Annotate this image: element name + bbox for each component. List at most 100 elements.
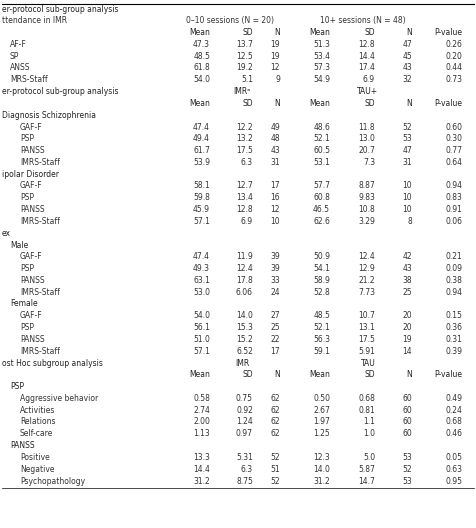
Text: N: N bbox=[274, 28, 280, 37]
Text: 0.73: 0.73 bbox=[445, 76, 462, 84]
Text: 0.94: 0.94 bbox=[445, 182, 462, 191]
Text: N: N bbox=[274, 370, 280, 379]
Text: Aggressive behavior: Aggressive behavior bbox=[20, 394, 98, 403]
Text: 0.91: 0.91 bbox=[445, 205, 462, 214]
Text: 0.31: 0.31 bbox=[445, 335, 462, 344]
Text: 60: 60 bbox=[402, 394, 412, 403]
Text: 48.5: 48.5 bbox=[313, 312, 330, 320]
Text: 25: 25 bbox=[402, 288, 412, 297]
Text: ost Hoc subgroup analysis: ost Hoc subgroup analysis bbox=[2, 359, 103, 367]
Text: N: N bbox=[406, 99, 412, 108]
Text: 6.9: 6.9 bbox=[363, 76, 375, 84]
Text: 31.2: 31.2 bbox=[193, 476, 210, 486]
Text: 8.87: 8.87 bbox=[358, 182, 375, 191]
Text: 43: 43 bbox=[270, 146, 280, 155]
Text: 45.9: 45.9 bbox=[193, 205, 210, 214]
Text: PANSS: PANSS bbox=[20, 276, 45, 285]
Text: PANSS: PANSS bbox=[20, 335, 45, 344]
Text: 62.6: 62.6 bbox=[313, 217, 330, 226]
Text: 49.4: 49.4 bbox=[193, 134, 210, 143]
Text: 10: 10 bbox=[402, 193, 412, 202]
Text: 25: 25 bbox=[270, 323, 280, 332]
Text: 0.92: 0.92 bbox=[236, 406, 253, 414]
Text: er-protocol sub-group analysis: er-protocol sub-group analysis bbox=[2, 87, 119, 96]
Text: 42: 42 bbox=[402, 252, 412, 261]
Text: 54.0: 54.0 bbox=[193, 76, 210, 84]
Text: 17.8: 17.8 bbox=[236, 276, 253, 285]
Text: 33: 33 bbox=[270, 276, 280, 285]
Text: 13.3: 13.3 bbox=[193, 453, 210, 462]
Text: 62: 62 bbox=[270, 429, 280, 438]
Text: 17.5: 17.5 bbox=[358, 335, 375, 344]
Text: 52: 52 bbox=[270, 476, 280, 486]
Text: GAF-F: GAF-F bbox=[20, 252, 43, 261]
Text: 60.5: 60.5 bbox=[313, 146, 330, 155]
Text: SD: SD bbox=[364, 28, 375, 37]
Text: 1.1: 1.1 bbox=[363, 418, 375, 427]
Text: 54.0: 54.0 bbox=[193, 312, 210, 320]
Text: 19.2: 19.2 bbox=[236, 63, 253, 72]
Text: 56.3: 56.3 bbox=[313, 335, 330, 344]
Text: 0.46: 0.46 bbox=[445, 429, 462, 438]
Text: 47.3: 47.3 bbox=[193, 40, 210, 49]
Text: 24: 24 bbox=[270, 288, 280, 297]
Text: TAU+: TAU+ bbox=[357, 87, 378, 96]
Text: 12.7: 12.7 bbox=[236, 182, 253, 191]
Text: 1.97: 1.97 bbox=[313, 418, 330, 427]
Text: 31: 31 bbox=[402, 158, 412, 167]
Text: P-value: P-value bbox=[434, 370, 462, 379]
Text: 0.05: 0.05 bbox=[445, 453, 462, 462]
Text: 8.75: 8.75 bbox=[236, 476, 253, 486]
Text: 12: 12 bbox=[270, 205, 280, 214]
Text: 14.0: 14.0 bbox=[236, 312, 253, 320]
Text: 5.1: 5.1 bbox=[241, 76, 253, 84]
Text: 6.52: 6.52 bbox=[236, 347, 253, 356]
Text: 19: 19 bbox=[270, 40, 280, 49]
Text: IMRS-Staff: IMRS-Staff bbox=[20, 158, 60, 167]
Text: 6.3: 6.3 bbox=[241, 158, 253, 167]
Text: 0.38: 0.38 bbox=[445, 276, 462, 285]
Text: 48: 48 bbox=[270, 134, 280, 143]
Text: 0.21: 0.21 bbox=[445, 252, 462, 261]
Text: 0.26: 0.26 bbox=[445, 40, 462, 49]
Text: 9.83: 9.83 bbox=[358, 193, 375, 202]
Text: 14.4: 14.4 bbox=[193, 465, 210, 474]
Text: 0.64: 0.64 bbox=[445, 158, 462, 167]
Text: 1.25: 1.25 bbox=[313, 429, 330, 438]
Text: er-protocol sub-group analysis: er-protocol sub-group analysis bbox=[2, 5, 119, 14]
Text: 60.8: 60.8 bbox=[313, 193, 330, 202]
Text: 52.8: 52.8 bbox=[313, 288, 330, 297]
Text: 12.4: 12.4 bbox=[236, 264, 253, 273]
Text: Mean: Mean bbox=[189, 370, 210, 379]
Text: 5.91: 5.91 bbox=[358, 347, 375, 356]
Text: 13.0: 13.0 bbox=[358, 134, 375, 143]
Text: 10: 10 bbox=[402, 205, 412, 214]
Text: 59.8: 59.8 bbox=[193, 193, 210, 202]
Text: 27: 27 bbox=[270, 312, 280, 320]
Text: GAF-F: GAF-F bbox=[20, 182, 43, 191]
Text: 0.81: 0.81 bbox=[358, 406, 375, 414]
Text: 19: 19 bbox=[270, 52, 280, 61]
Text: 12.5: 12.5 bbox=[236, 52, 253, 61]
Text: 39: 39 bbox=[270, 252, 280, 261]
Text: 6.3: 6.3 bbox=[241, 465, 253, 474]
Text: PSP: PSP bbox=[10, 382, 24, 391]
Text: 56.1: 56.1 bbox=[193, 323, 210, 332]
Text: 0.77: 0.77 bbox=[445, 146, 462, 155]
Text: 0.36: 0.36 bbox=[445, 323, 462, 332]
Text: 32: 32 bbox=[402, 76, 412, 84]
Text: SD: SD bbox=[242, 28, 253, 37]
Text: 48.6: 48.6 bbox=[313, 122, 330, 131]
Text: 0.94: 0.94 bbox=[445, 288, 462, 297]
Text: SD: SD bbox=[364, 99, 375, 108]
Text: Positive: Positive bbox=[20, 453, 50, 462]
Text: SD: SD bbox=[242, 370, 253, 379]
Text: IMRS-Staff: IMRS-Staff bbox=[20, 217, 60, 226]
Text: 0.75: 0.75 bbox=[236, 394, 253, 403]
Text: 52: 52 bbox=[402, 465, 412, 474]
Text: 57.1: 57.1 bbox=[193, 347, 210, 356]
Text: 0.63: 0.63 bbox=[445, 465, 462, 474]
Text: N: N bbox=[274, 99, 280, 108]
Text: 11.9: 11.9 bbox=[236, 252, 253, 261]
Text: 58.1: 58.1 bbox=[193, 182, 210, 191]
